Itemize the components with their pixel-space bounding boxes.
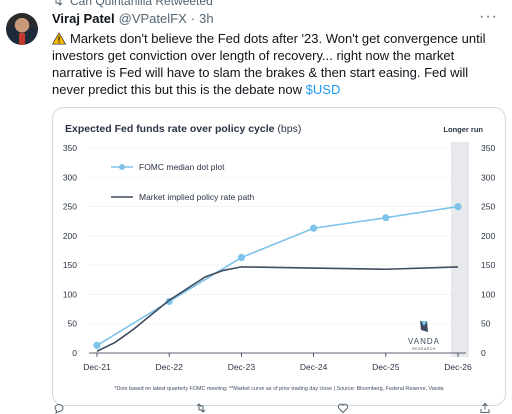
data-point-fomc — [382, 214, 390, 222]
data-point-fomc — [310, 224, 318, 232]
y-tick-label-right: 200 — [481, 231, 495, 241]
chart-title-unit: (bps) — [275, 123, 302, 135]
chart-footnote: *Dots based on latest quarterly FOMC mee… — [114, 386, 443, 392]
author-handle[interactable]: @VPatelFX — [118, 11, 187, 26]
chart-title: Expected Fed funds rate over policy cycl… — [65, 123, 301, 135]
y-tick-label-right: 100 — [481, 289, 495, 299]
retweet-text: Carl Quintanilla Retweeted — [70, 0, 213, 8]
legend-swatch-marker — [119, 164, 125, 170]
reply-icon[interactable] — [52, 402, 66, 414]
tweet-actions — [52, 402, 492, 414]
x-tick-label: Dec-23 — [228, 362, 256, 372]
data-point-fomc — [237, 253, 245, 262]
fed-funds-chart: Expected Fed funds rate over policy cycl… — [63, 123, 496, 392]
longer-run-band — [451, 142, 469, 357]
chart-title-main: Expected Fed funds rate over policy cycl… — [65, 123, 275, 135]
series-line-market — [96, 266, 459, 352]
data-point-fomc — [93, 341, 101, 349]
legend-label: FOMC median dot plot — [139, 162, 225, 172]
tweet-text: Markets don't believe the Fed dots after… — [52, 30, 502, 98]
x-tick-label: Dec-25 — [372, 362, 400, 372]
y-tick-label-right: 150 — [481, 260, 495, 270]
avatar[interactable] — [6, 13, 38, 45]
retweet-icon[interactable] — [194, 402, 208, 414]
x-tick-label: Dec-22 — [155, 362, 183, 372]
header-separator: · — [190, 11, 196, 26]
y-tick-label-left: 300 — [63, 172, 77, 182]
x-tick-label: Dec-21 — [83, 362, 111, 372]
retweet-context: Carl Quintanilla Retweeted — [52, 0, 213, 8]
legend-label: Market implied policy rate path — [139, 192, 255, 202]
data-point-fomc — [454, 202, 462, 211]
y-tick-label-left: 350 — [63, 143, 77, 153]
series-line-fomc — [96, 205, 459, 347]
share-icon[interactable] — [478, 402, 492, 414]
vanda-logo-sub: RESEARCH — [412, 347, 435, 351]
cashtag-link[interactable]: $USD — [305, 82, 341, 97]
vanda-logo-text: VANDA — [408, 337, 440, 346]
x-tick-label: Dec-24 — [300, 362, 328, 372]
longer-run-label: Longer run — [443, 125, 483, 134]
warning-icon — [52, 32, 66, 45]
like-icon[interactable] — [336, 402, 350, 414]
y-tick-label-left: 200 — [63, 231, 77, 241]
y-tick-label-right: 350 — [481, 143, 495, 153]
y-tick-label-left: 0 — [72, 348, 77, 358]
tweet-media[interactable]: Expected Fed funds rate over policy cycl… — [52, 107, 506, 406]
tweet-header: Viraj Patel @VPatelFX · 3h — [52, 11, 214, 26]
y-tick-label-right: 300 — [481, 172, 495, 182]
y-tick-label-left: 100 — [63, 289, 77, 299]
y-tick-label-right: 50 — [481, 319, 491, 329]
vanda-logo-accent — [421, 321, 427, 326]
tweet-body: Markets don't believe the Fed dots after… — [52, 31, 486, 97]
tweet-time[interactable]: 3h — [199, 11, 214, 26]
y-tick-label-left: 150 — [63, 260, 77, 270]
author-name[interactable]: Viraj Patel — [52, 11, 115, 26]
vanda-logo-mark — [420, 321, 428, 332]
y-tick-label-left: 50 — [68, 319, 78, 329]
x-tick-label: Dec-26 — [444, 362, 472, 372]
y-tick-label-left: 250 — [63, 202, 77, 212]
vanda-logo: VANDA RESEARCH — [408, 321, 440, 351]
more-options-icon[interactable]: ··· — [479, 8, 498, 25]
retweet-small-icon — [55, 0, 63, 6]
y-tick-label-right: 250 — [481, 202, 495, 212]
y-tick-label-right: 0 — [481, 348, 486, 358]
